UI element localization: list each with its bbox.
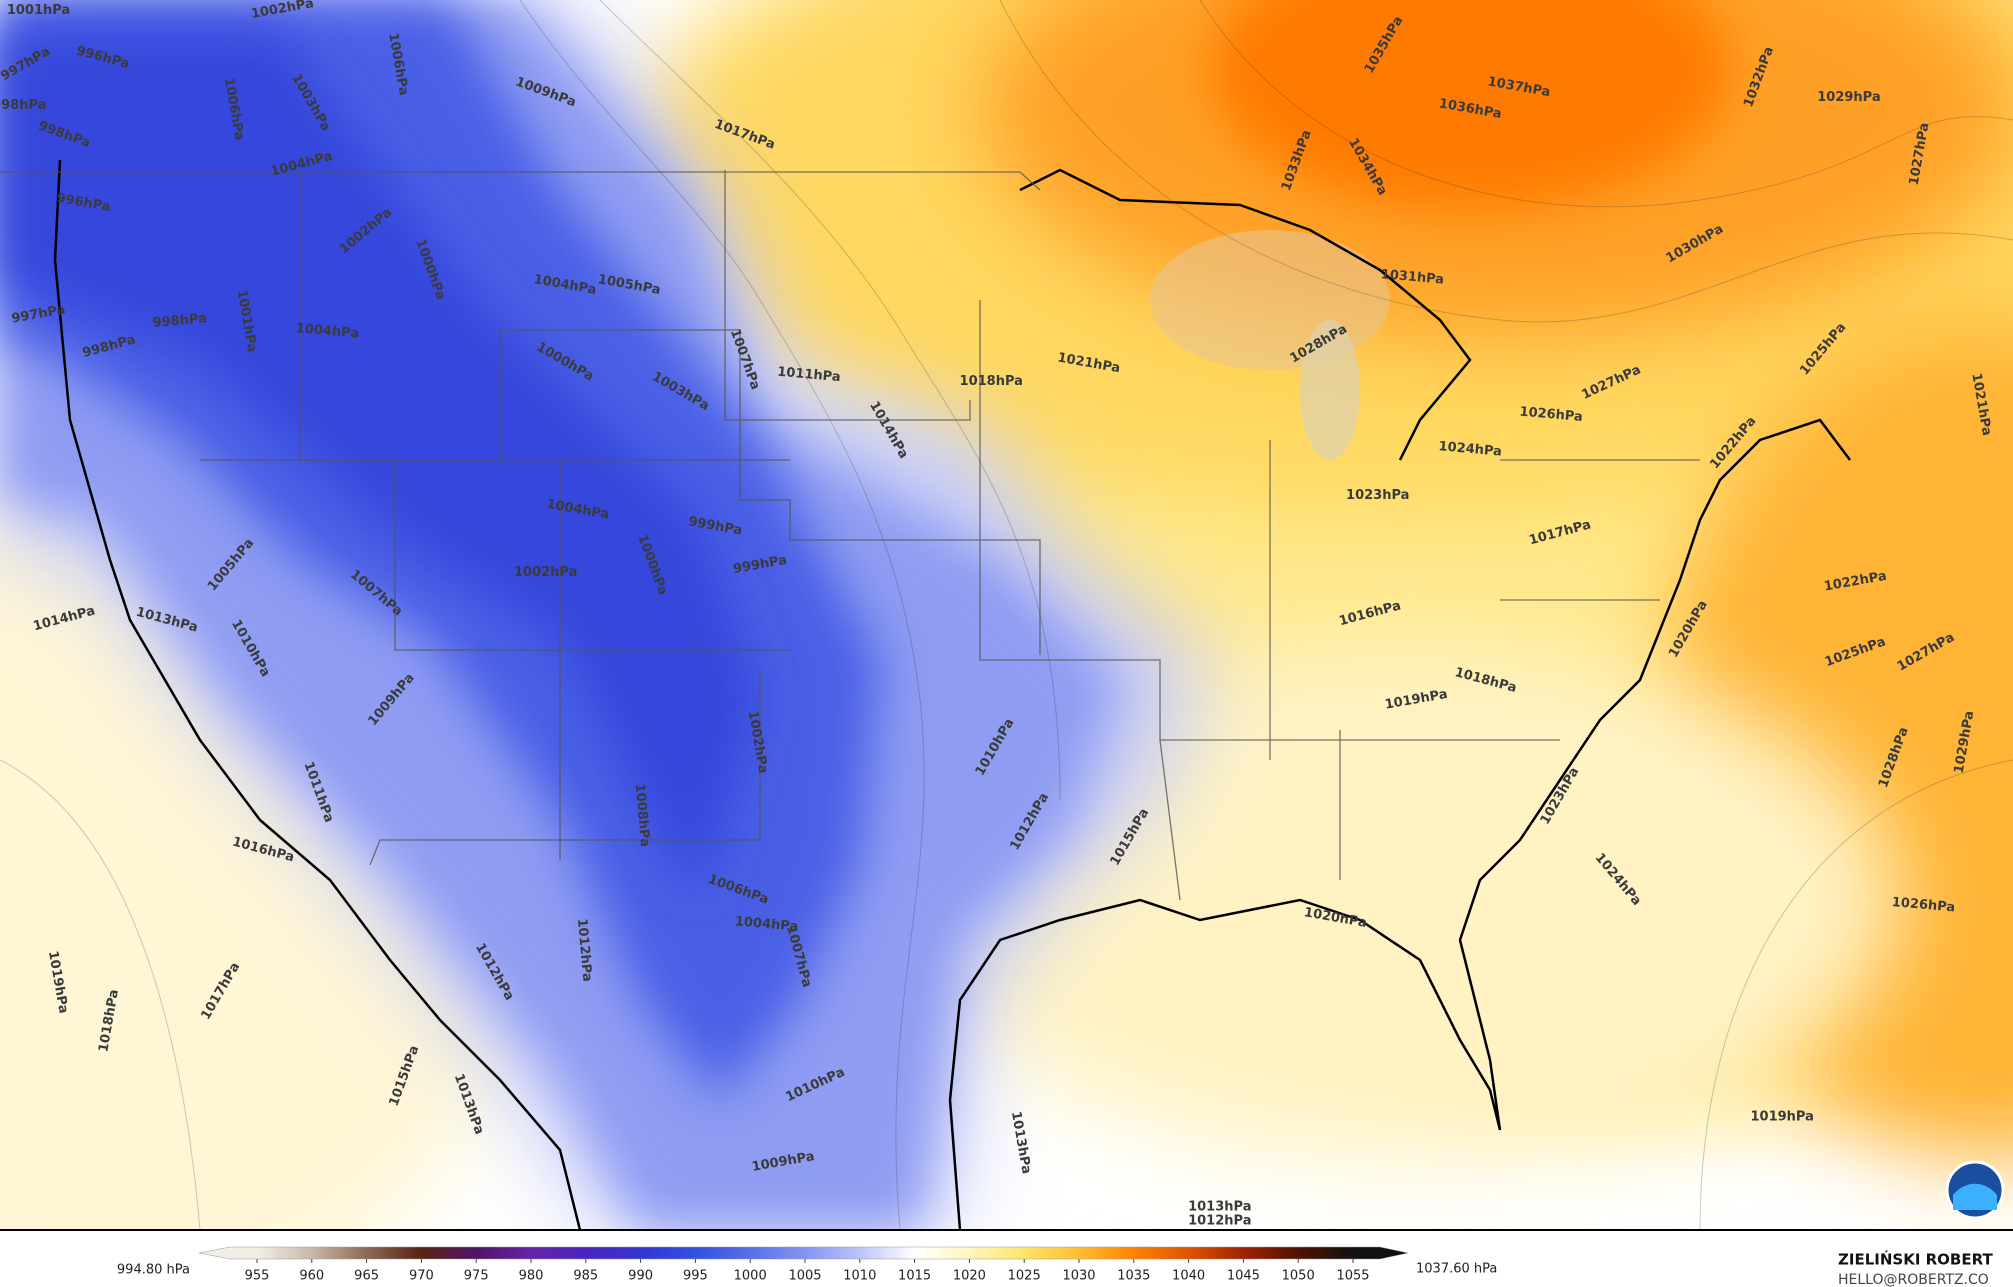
colorbar-tick-label: 970 xyxy=(409,1269,434,1284)
colorbar xyxy=(198,1246,1409,1260)
colorbar-tick-label: 980 xyxy=(519,1269,544,1284)
isobar-label: 1019hPa xyxy=(1750,1110,1813,1125)
colorbar-tick-label: 990 xyxy=(628,1269,653,1284)
isobar-label: 998hPa xyxy=(152,311,207,331)
isobar-label: 1004hPa xyxy=(734,914,798,934)
isobar-label: 1018hPa xyxy=(960,374,1023,389)
colorbar-tick-label: 1030 xyxy=(1062,1269,1095,1284)
colorbar-tick-label: 955 xyxy=(245,1269,270,1284)
colorbar-tick-label: 995 xyxy=(683,1269,708,1284)
colorbar-tick-label: 985 xyxy=(573,1269,598,1284)
colorbar-tick-label: 975 xyxy=(464,1269,489,1284)
colorbar-tick-label: 1045 xyxy=(1227,1269,1260,1284)
colorbar-tick-label: 1020 xyxy=(953,1269,986,1284)
credit-name: ZIELIŃSKI ROBERT xyxy=(1838,1250,1993,1269)
colorbar-tick-label: 960 xyxy=(299,1269,324,1284)
colorbar-tick-label: 1000 xyxy=(734,1269,767,1284)
isobar-label: 1011hPa xyxy=(777,365,841,385)
isobar-label: 1029hPa xyxy=(1817,90,1880,105)
noaa-logo-wave xyxy=(1953,1183,1997,1210)
colorbar-max-label: 1037.60 hPa xyxy=(1416,1262,1497,1277)
isobar-label: 998hPa xyxy=(0,98,46,113)
isobar-label: 1012hPa xyxy=(574,918,594,982)
colorbar-tick-label: 1040 xyxy=(1172,1269,1205,1284)
colorbar-tick-label: 1050 xyxy=(1282,1269,1315,1284)
isobar-label: 1012hPa xyxy=(1188,1214,1251,1229)
isobar-label: 1031hPa xyxy=(1380,267,1444,287)
isobar-label: 1026hPa xyxy=(1891,895,1955,915)
isobar-label: 1023hPa xyxy=(1346,488,1409,503)
colorbar-tick-label: 1055 xyxy=(1336,1269,1369,1284)
isobar-label: 1024hPa xyxy=(1438,439,1502,459)
isobar-label: 1001hPa xyxy=(7,3,70,18)
isobar-label: 1004hPa xyxy=(295,321,359,341)
colorbar-tick-label: 1015 xyxy=(898,1269,931,1284)
colorbar-tick-label: 1010 xyxy=(843,1269,876,1284)
isobar-label: 1008hPa xyxy=(632,783,652,847)
colorbar-tick-label: 1025 xyxy=(1008,1269,1041,1284)
colorbar-tick-label: 1035 xyxy=(1117,1269,1150,1284)
isobar-label: 1002hPa xyxy=(514,565,577,580)
isobar-label: 1026hPa xyxy=(1519,404,1583,424)
colorbar-tick-label: 1005 xyxy=(788,1269,821,1284)
credit-contact: HELLO@ROBERTZ.CO xyxy=(1838,1272,1989,1287)
colorbar-min-label: 994.80 hPa xyxy=(117,1263,190,1278)
colorbar-tick-label: 965 xyxy=(354,1269,379,1284)
colorbar-group: 994.80 hPa 1037.60 hPa 955 960 965 970 975 98… xyxy=(117,1246,1497,1284)
isobar-label: 1013hPa xyxy=(1188,1199,1251,1214)
